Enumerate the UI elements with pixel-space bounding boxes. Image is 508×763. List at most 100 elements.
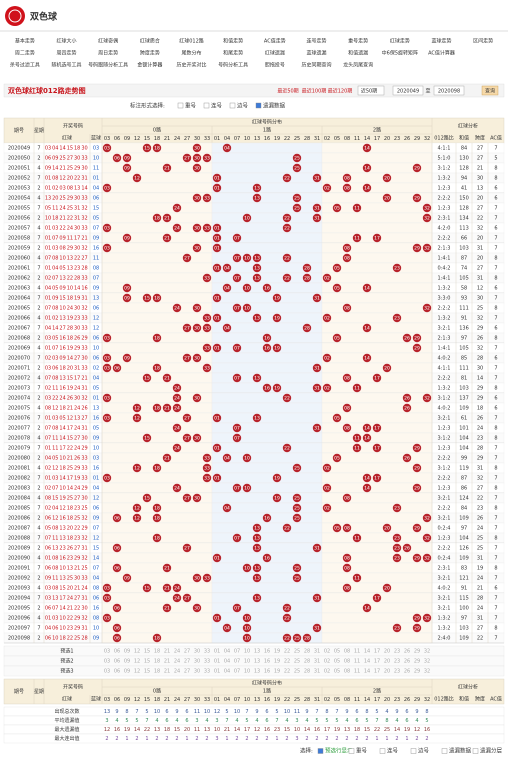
forecast-number[interactable]: 25 (294, 649, 300, 655)
forecast-number[interactable]: 18 (154, 659, 160, 665)
forecast-number[interactable]: 16 (264, 669, 270, 675)
recent-link[interactable]: 最近50期 (277, 88, 298, 95)
checkbox[interactable] (317, 748, 324, 754)
from-text[interactable]: 2020049 (397, 89, 419, 95)
forecast-number[interactable]: 29 (414, 669, 420, 675)
forecast-number[interactable]: 15 (144, 659, 150, 665)
forecast-number[interactable]: 11 (354, 649, 360, 655)
footer-option[interactable]: 边号 (418, 747, 430, 755)
forecast-number[interactable]: 11 (354, 659, 360, 665)
forecast-number[interactable]: 13 (254, 649, 260, 655)
forecast-number[interactable]: 21 (164, 659, 170, 665)
forecast-number[interactable]: 15 (144, 649, 150, 655)
nav-link[interactable]: 随机选号工具 (51, 62, 81, 69)
forecast-number[interactable]: 06 (114, 659, 120, 665)
forecast-number[interactable]: 31 (314, 669, 320, 675)
forecast-number[interactable]: 04 (224, 669, 230, 675)
forecast-number[interactable]: 05 (334, 659, 340, 665)
forecast-number[interactable]: 14 (364, 649, 370, 655)
checkbox[interactable] (348, 748, 355, 754)
forecast-number[interactable]: 29 (414, 649, 420, 655)
forecast-number[interactable]: 10 (244, 659, 250, 665)
forecast-number[interactable]: 33 (204, 669, 210, 675)
nav-link[interactable]: 号码分析工具 (218, 62, 248, 69)
checkbox[interactable] (255, 102, 262, 109)
forecast-number[interactable]: 32 (424, 669, 430, 675)
forecast-number[interactable]: 32 (424, 659, 430, 665)
forecast-number[interactable]: 32 (424, 649, 430, 655)
forecast-number[interactable]: 18 (154, 649, 160, 655)
forecast-number[interactable]: 33 (204, 649, 210, 655)
mark-option[interactable]: 连号 (211, 102, 223, 110)
forecast-number[interactable]: 24 (174, 659, 180, 665)
nav-link[interactable]: 金额计算器 (137, 62, 162, 69)
forecast-number[interactable]: 23 (394, 669, 400, 675)
forecast-number[interactable]: 21 (164, 649, 170, 655)
forecast-number[interactable]: 12 (134, 669, 140, 675)
forecast-number[interactable]: 12 (134, 659, 140, 665)
forecast-number[interactable]: 09 (124, 649, 130, 655)
forecast-number[interactable]: 22 (284, 649, 290, 655)
checkbox[interactable] (472, 748, 479, 754)
nav-link[interactable]: 连号走势 (306, 38, 326, 45)
forecast-number[interactable]: 10 (244, 669, 250, 675)
forecast-number[interactable]: 16 (264, 649, 270, 655)
forecast-number[interactable]: 03 (104, 649, 110, 655)
forecast-number[interactable]: 04 (224, 649, 230, 655)
forecast-number[interactable]: 20 (384, 659, 390, 665)
forecast-number[interactable]: 27 (184, 669, 190, 675)
nav-link[interactable]: 号码跟随分析工具 (88, 62, 128, 69)
nav-link[interactable]: 红球012路 (179, 38, 204, 45)
forecast-number[interactable]: 14 (364, 669, 370, 675)
forecast-number[interactable]: 14 (364, 659, 370, 665)
forecast-number[interactable]: 03 (104, 659, 110, 665)
forecast-number[interactable]: 08 (344, 669, 350, 675)
forecast-number[interactable]: 29 (414, 659, 420, 665)
forecast-number[interactable]: 27 (184, 649, 190, 655)
forecast-number[interactable]: 13 (254, 659, 260, 665)
nav-link[interactable]: 和值遗漏 (348, 50, 368, 57)
forecast-number[interactable]: 06 (114, 649, 120, 655)
forecast-number[interactable]: 17 (374, 669, 380, 675)
footer-option[interactable]: 连号 (387, 747, 399, 755)
forecast-number[interactable]: 15 (144, 669, 150, 675)
forecast-number[interactable]: 28 (304, 649, 310, 655)
forecast-number[interactable]: 27 (184, 659, 190, 665)
checkbox[interactable] (229, 102, 236, 109)
forecast-number[interactable]: 28 (304, 659, 310, 665)
forecast-number[interactable]: 02 (324, 669, 330, 675)
footer-option[interactable]: 遗漏数据 (449, 747, 472, 755)
forecast-number[interactable]: 08 (344, 649, 350, 655)
forecast-number[interactable]: 03 (104, 669, 110, 675)
query-text[interactable]: 查询 (485, 88, 495, 95)
forecast-number[interactable]: 04 (224, 659, 230, 665)
mark-option[interactable]: 边号 (237, 102, 249, 110)
footer-option[interactable]: 遗漏分层 (480, 747, 503, 755)
nav-link[interactable]: 红球遗漏 (265, 50, 285, 57)
forecast-number[interactable]: 33 (204, 659, 210, 665)
nav-link[interactable]: 胆拖投号 (265, 62, 285, 69)
forecast-number[interactable]: 01 (214, 669, 220, 675)
forecast-number[interactable]: 13 (254, 669, 260, 675)
forecast-number[interactable]: 06 (114, 669, 120, 675)
forecast-number[interactable]: 18 (154, 669, 160, 675)
checkbox[interactable] (410, 748, 417, 754)
forecast-number[interactable]: 26 (404, 669, 410, 675)
nav-link[interactable]: 周日走势 (98, 50, 118, 57)
nav-link[interactable]: 周二走势 (15, 50, 35, 57)
nav-link[interactable]: 尾数分布 (181, 50, 201, 57)
forecast-number[interactable]: 08 (344, 659, 350, 665)
forecast-number[interactable]: 02 (324, 649, 330, 655)
forecast-number[interactable]: 05 (334, 649, 340, 655)
nav-link[interactable]: 历史同期查询 (301, 62, 331, 69)
forecast-number[interactable]: 19 (274, 669, 280, 675)
forecast-number[interactable]: 01 (214, 649, 220, 655)
recent-link[interactable]: 最近100期 (302, 88, 327, 95)
forecast-number[interactable]: 26 (404, 659, 410, 665)
forecast-number[interactable]: 24 (174, 669, 180, 675)
forecast-number[interactable]: 28 (304, 669, 310, 675)
footer-option[interactable]: 重号 (356, 747, 368, 755)
nav-link[interactable]: 红球大小 (56, 38, 76, 45)
forecast-number[interactable]: 07 (234, 649, 240, 655)
nav-link[interactable]: AC值计算器 (428, 50, 455, 57)
